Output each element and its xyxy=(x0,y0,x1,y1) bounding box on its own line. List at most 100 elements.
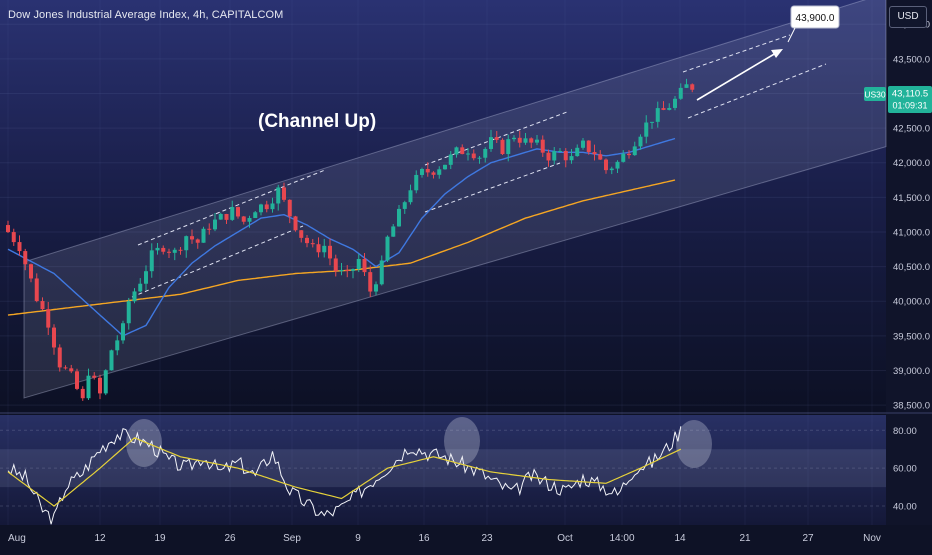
currency-button[interactable]: USD xyxy=(889,6,927,28)
y-tick-label: 43,500.0 xyxy=(893,54,930,65)
candle-body xyxy=(201,228,206,243)
candle-body xyxy=(126,301,131,324)
candle-body xyxy=(609,168,614,171)
channel-up-area xyxy=(23,0,887,399)
x-tick-label: 14 xyxy=(674,533,686,544)
candle-body xyxy=(374,284,378,292)
candle-body xyxy=(155,247,160,251)
countdown-label: 01:09:31 xyxy=(892,101,927,111)
target-callout-box xyxy=(790,5,840,29)
candle-body xyxy=(190,236,194,240)
x-tick-label: 26 xyxy=(224,533,236,544)
candle-body xyxy=(57,347,62,368)
y-tick-label: 40,500.0 xyxy=(893,262,930,273)
candle-body xyxy=(638,136,643,147)
candle-body xyxy=(132,291,137,302)
trend-dash-line xyxy=(424,162,561,213)
candle-body xyxy=(598,154,603,160)
candle-body xyxy=(259,204,263,213)
trend-dash-line xyxy=(682,34,791,73)
candle-body xyxy=(6,225,10,233)
candle-body xyxy=(270,203,275,210)
candle-body xyxy=(98,377,102,394)
rsi-highlight-circle xyxy=(444,417,480,465)
candle-body xyxy=(615,161,620,169)
candle-body xyxy=(264,204,269,210)
symbol-tag-box xyxy=(864,87,886,101)
x-tick-label: 14:00 xyxy=(609,533,634,544)
candle-body xyxy=(523,138,528,143)
candle-body xyxy=(213,219,217,230)
candle-body xyxy=(650,121,654,123)
candle-body xyxy=(247,218,252,222)
candle-body xyxy=(494,137,499,140)
candle-body xyxy=(345,269,350,271)
candle-body xyxy=(149,250,154,272)
candle-body xyxy=(397,208,401,227)
trend-dash-line xyxy=(687,63,827,119)
candle-body xyxy=(144,271,148,284)
candle-body xyxy=(684,84,689,88)
candle-body xyxy=(161,247,166,252)
candle-body xyxy=(178,249,183,251)
candle-body xyxy=(627,153,631,156)
candle-body xyxy=(293,216,298,231)
candle-body xyxy=(316,244,321,253)
candle-body xyxy=(167,251,171,253)
candle-body xyxy=(391,226,396,237)
candle-body xyxy=(109,350,114,371)
candle-body xyxy=(569,156,574,161)
candle-body xyxy=(362,258,367,273)
candle-body xyxy=(368,272,373,292)
candle-body xyxy=(69,368,74,372)
candle-body xyxy=(552,151,557,161)
target-label: 43,900.0 xyxy=(796,13,835,24)
x-tick-label: 19 xyxy=(154,533,166,544)
candle-body xyxy=(575,147,580,157)
candle-body xyxy=(563,150,568,161)
candle-body xyxy=(592,152,597,155)
candle-body xyxy=(529,138,534,143)
candle-body xyxy=(604,159,608,171)
candle-body xyxy=(632,146,637,156)
candle-body xyxy=(172,249,177,253)
candle-body xyxy=(305,237,309,244)
candle-body xyxy=(414,174,419,191)
candle-body xyxy=(236,207,240,217)
candle-body xyxy=(351,269,355,271)
candle-body xyxy=(241,216,246,222)
y-tick-label: 41,500.0 xyxy=(893,193,930,204)
candle-body xyxy=(540,139,545,153)
candle-body xyxy=(661,108,666,110)
candle-body xyxy=(52,327,56,348)
candle-body xyxy=(506,139,511,155)
last-price-label: 43,110.5 xyxy=(892,89,928,100)
candle-body xyxy=(276,187,281,204)
candle-body xyxy=(92,375,97,378)
target-arrow-line xyxy=(696,52,777,101)
candle-body xyxy=(224,213,229,220)
x-tick-label: 16 xyxy=(418,533,430,544)
candle-body xyxy=(425,168,430,173)
y-tick-label: 41,000.0 xyxy=(893,227,930,238)
x-tick-label: Nov xyxy=(863,533,881,544)
instrument-title: Dow Jones Industrial Average Index, 4h, … xyxy=(8,9,284,21)
y-tick-label: 39,500.0 xyxy=(893,331,930,342)
candle-body xyxy=(517,137,522,143)
candle-body xyxy=(621,153,626,162)
candle-body xyxy=(23,251,28,265)
candle-body xyxy=(218,213,223,220)
candle-body xyxy=(121,323,125,341)
target-arrow-head xyxy=(771,49,783,58)
candle-body xyxy=(63,367,68,369)
y-tick-label: 42,000.0 xyxy=(893,158,930,169)
candle-body xyxy=(431,172,436,175)
candle-body xyxy=(86,375,91,399)
candle-body xyxy=(11,232,16,243)
candle-body xyxy=(586,140,591,153)
candle-body xyxy=(690,84,695,90)
candle-body xyxy=(437,169,442,175)
candle-body xyxy=(483,148,488,158)
